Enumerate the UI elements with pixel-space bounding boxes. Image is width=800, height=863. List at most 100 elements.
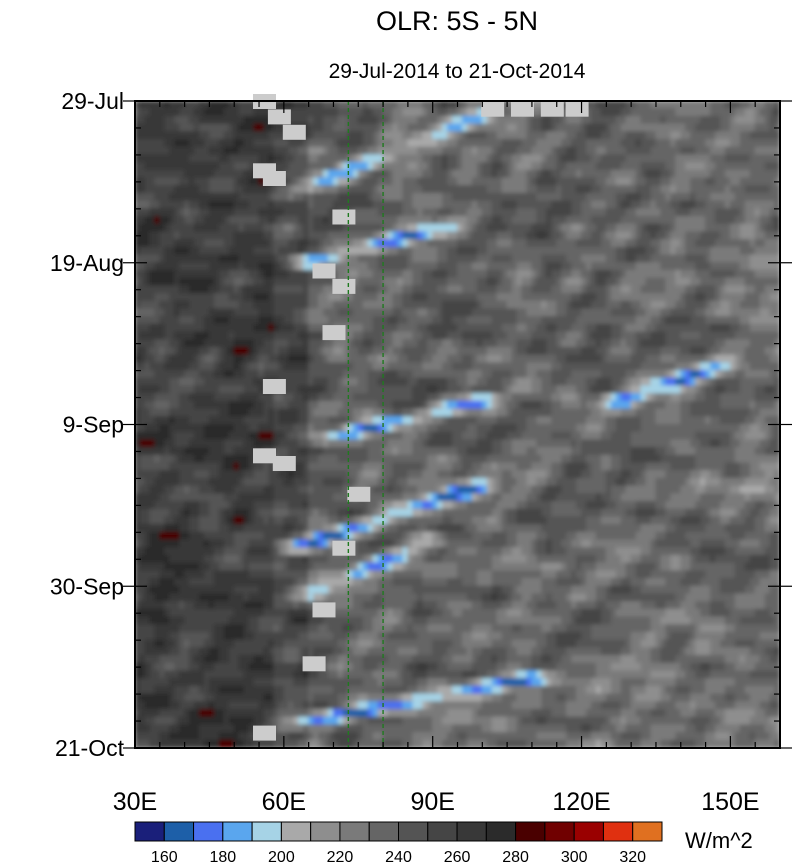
olr-cell [501, 200, 508, 210]
olr-cell [362, 254, 369, 264]
olr-cell [571, 131, 578, 141]
olr-cell [526, 308, 533, 318]
olr-cell [705, 123, 712, 133]
olr-cell [571, 200, 578, 210]
olr-cell [764, 293, 771, 302]
olr-cell [571, 177, 578, 187]
olr-cell [466, 108, 473, 117]
olr-cell [447, 216, 454, 225]
olr-cell [690, 200, 697, 210]
olr-cell [293, 208, 300, 218]
olr-cell [754, 246, 761, 256]
olr-cell [645, 277, 652, 287]
olr-cell [486, 154, 493, 164]
olr-cell [506, 177, 513, 187]
olr-cell [481, 293, 488, 302]
olr-cell [466, 223, 473, 233]
olr-cell [481, 162, 488, 171]
olr-cell [600, 262, 607, 271]
olr-cell [675, 208, 682, 218]
olr-cell [213, 208, 220, 218]
olr-cell [595, 262, 602, 271]
olr-cell [164, 162, 171, 171]
olr-cell [506, 154, 513, 164]
olr-cell [164, 246, 171, 256]
olr-cell [407, 339, 414, 348]
olr-cell [710, 323, 716, 333]
olr-cell [337, 316, 344, 325]
olr-cell [139, 131, 146, 141]
olr-cell [357, 293, 364, 302]
olr-cell [670, 339, 677, 348]
olr-cell [680, 185, 687, 194]
olr-cell [685, 131, 692, 141]
olr-cell [486, 346, 493, 356]
olr-cell [700, 331, 707, 341]
olr-cell [392, 239, 399, 248]
olr-cell [268, 246, 275, 256]
olr-cell [531, 346, 538, 356]
olr-cell [595, 300, 602, 310]
olr-cell [556, 285, 563, 295]
olr-cell [600, 162, 607, 171]
olr-cell [238, 293, 245, 302]
olr-cell [422, 115, 429, 125]
olr-cell [590, 285, 597, 295]
olr-cell [288, 115, 295, 125]
olr-cell [223, 362, 230, 372]
olr-cell [347, 177, 354, 187]
olr-cell [357, 339, 364, 348]
olr-cell [268, 285, 275, 295]
olr-cell [754, 262, 761, 271]
olr-cell [724, 200, 731, 210]
olr-cell [744, 285, 751, 295]
olr-cell [437, 354, 444, 364]
olr-cell [377, 101, 384, 110]
olr-cell [427, 115, 434, 125]
olr-cell [650, 154, 657, 164]
olr-cell [615, 115, 622, 125]
olr-cell [412, 123, 419, 133]
olr-cell [407, 308, 414, 318]
olr-cell [447, 316, 454, 325]
olr-cell [437, 200, 444, 210]
olr-cell [700, 146, 707, 156]
olr-cell [690, 177, 697, 187]
olr-cell [164, 262, 171, 271]
olr-cell [402, 239, 409, 248]
olr-cell [695, 246, 702, 256]
olr-cell [620, 269, 627, 279]
olr-cell [655, 200, 662, 210]
olr-cell [605, 300, 612, 310]
olr-cell [710, 123, 716, 133]
olr-cell [422, 346, 429, 356]
olr-cell [377, 177, 384, 187]
olr-cell [655, 354, 662, 364]
olr-cell [466, 208, 473, 218]
olr-cell [233, 185, 240, 194]
olr-cell [452, 139, 458, 148]
olr-cell [724, 277, 731, 287]
olr-cell [675, 200, 682, 210]
olr-cell [412, 277, 419, 287]
olr-cell [412, 108, 419, 117]
olr-cell [382, 285, 389, 295]
olr-cell [461, 123, 468, 133]
olr-cell [710, 346, 716, 356]
olr-cell [724, 300, 731, 310]
olr-cell [223, 285, 230, 295]
olr-cell [734, 262, 741, 271]
olr-cell [764, 262, 771, 271]
olr-cell [303, 331, 310, 341]
olr-cell [228, 254, 235, 264]
olr-cell [690, 139, 697, 148]
olr-cell [576, 231, 583, 241]
olr-cell [685, 239, 692, 248]
olr-cell [372, 216, 379, 225]
olr-cell [189, 285, 196, 295]
olr-cell [466, 139, 473, 148]
olr-cell [258, 154, 265, 164]
olr-cell [774, 169, 780, 179]
olr-cell [581, 223, 587, 233]
olr-cell [695, 316, 702, 325]
